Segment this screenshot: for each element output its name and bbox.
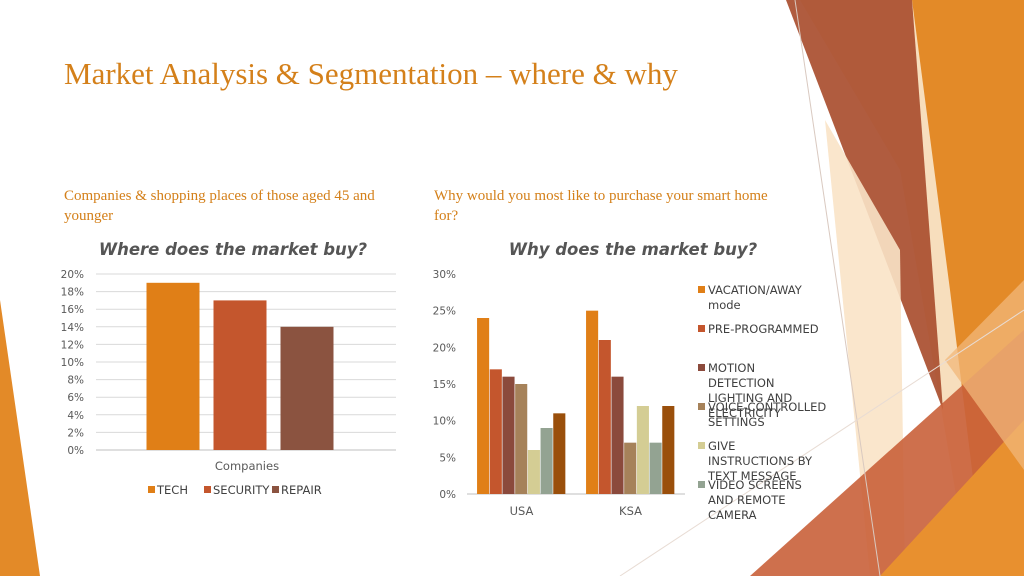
legend-label: VIDEO SCREENS xyxy=(708,478,802,492)
y-tick-label: 8% xyxy=(67,375,84,387)
legend-label: REPAIR xyxy=(281,483,322,497)
bar-ksa-series-1 xyxy=(586,310,599,494)
y-tick-label: 0% xyxy=(67,445,84,457)
bar-usa-series-7 xyxy=(553,413,566,494)
chart-title: Where does the market buy? xyxy=(99,240,368,259)
bar-ksa-series-2 xyxy=(598,340,611,494)
legend-label: GIVE xyxy=(708,439,735,453)
x-category-label: Companies xyxy=(215,459,279,473)
y-tick-label: 0% xyxy=(439,489,456,501)
bar-security xyxy=(213,300,267,450)
y-tick-label: 5% xyxy=(439,452,456,464)
y-tick-label: 16% xyxy=(61,304,84,316)
y-tick-label: 6% xyxy=(67,392,84,404)
legend-label: VACATION/AWAY xyxy=(708,283,803,297)
legend-label: INSTRUCTIONS BY xyxy=(708,454,813,468)
y-tick-label: 18% xyxy=(61,287,84,299)
legend-label: AND REMOTE xyxy=(708,493,786,507)
legend-swatch xyxy=(272,486,279,493)
legend-label: ELECTRICITY xyxy=(708,406,782,420)
y-tick-label: 12% xyxy=(61,339,84,351)
decor-shape-peach xyxy=(945,280,1024,470)
bar-ksa-series-5 xyxy=(636,406,649,494)
where-market-buys-chart: Where does the market buy? 0% 2% 4% 6% 8% 10% 1… xyxy=(61,240,396,497)
x-category-label: USA xyxy=(510,504,534,518)
legend-swatch xyxy=(204,486,211,493)
bar-tech xyxy=(146,282,200,450)
bar-usa-series-4 xyxy=(515,384,528,494)
decor-shape-orange-bottom xyxy=(880,420,1024,576)
legend-label: SECURITY xyxy=(213,483,270,497)
y-tick-label: 2% xyxy=(67,427,84,439)
legend-label: VOICE-CONTROLLED xyxy=(708,400,826,414)
legend-swatch xyxy=(698,325,705,332)
y-tick-label: 20% xyxy=(61,269,84,281)
bar-usa-series-5 xyxy=(527,450,540,494)
bar-ksa-series-6 xyxy=(649,442,662,494)
legend-label: MOTION xyxy=(708,361,755,375)
chart-title: Why does the market buy? xyxy=(509,240,758,259)
legend-swatch xyxy=(698,481,705,488)
x-category-label: KSA xyxy=(619,504,642,518)
y-tick-label: 25% xyxy=(433,306,456,318)
right-chart-caption: Why would you most like to purchase your… xyxy=(434,188,768,224)
legend-label: CAMERA xyxy=(708,508,757,522)
legend-swatch xyxy=(698,442,705,449)
y-tick-label: 10% xyxy=(433,416,456,428)
bar-ksa-series-3 xyxy=(611,376,624,494)
y-tick-label: 10% xyxy=(61,357,84,369)
y-tick-label: 15% xyxy=(433,379,456,391)
bar-usa-series-3 xyxy=(502,376,515,494)
legend-label: TEXT MESSAGE xyxy=(707,469,797,483)
y-tick-label: 20% xyxy=(433,342,456,354)
why-market-buys-chart: Why does the market buy? 0% 5% 10% 15% 20% 25%… xyxy=(433,240,827,522)
bar-repair xyxy=(280,326,334,450)
y-tick-label: 4% xyxy=(67,410,84,422)
bar-usa-series-6 xyxy=(540,428,553,494)
bar-usa-series-1 xyxy=(477,318,490,494)
bar-usa-series-2 xyxy=(489,369,502,494)
left-chart-caption: Companies & shopping places of those age… xyxy=(64,188,375,224)
legend-label: TECH xyxy=(156,483,188,497)
slide-title: Market Analysis & Segmentation – where &… xyxy=(64,56,678,91)
decor-line-2 xyxy=(619,309,1024,576)
bar-ksa-series-7 xyxy=(662,406,675,494)
legend-label: mode xyxy=(708,298,741,312)
legend-swatch xyxy=(148,486,155,493)
left-edge-wedge xyxy=(0,300,40,576)
y-tick-label: 30% xyxy=(433,269,456,281)
legend-swatch xyxy=(698,403,705,410)
legend-label: SETTINGS xyxy=(708,415,765,429)
bar-ksa-series-4 xyxy=(624,442,637,494)
legend-label: DETECTION xyxy=(708,376,775,390)
legend-swatch xyxy=(698,286,705,293)
y-tick-label: 14% xyxy=(61,322,84,334)
legend-label: LIGHTING AND xyxy=(708,391,792,405)
legend-label: PRE-PROGRAMMED xyxy=(708,322,819,336)
decor-line xyxy=(794,0,881,576)
legend-swatch xyxy=(698,364,705,371)
